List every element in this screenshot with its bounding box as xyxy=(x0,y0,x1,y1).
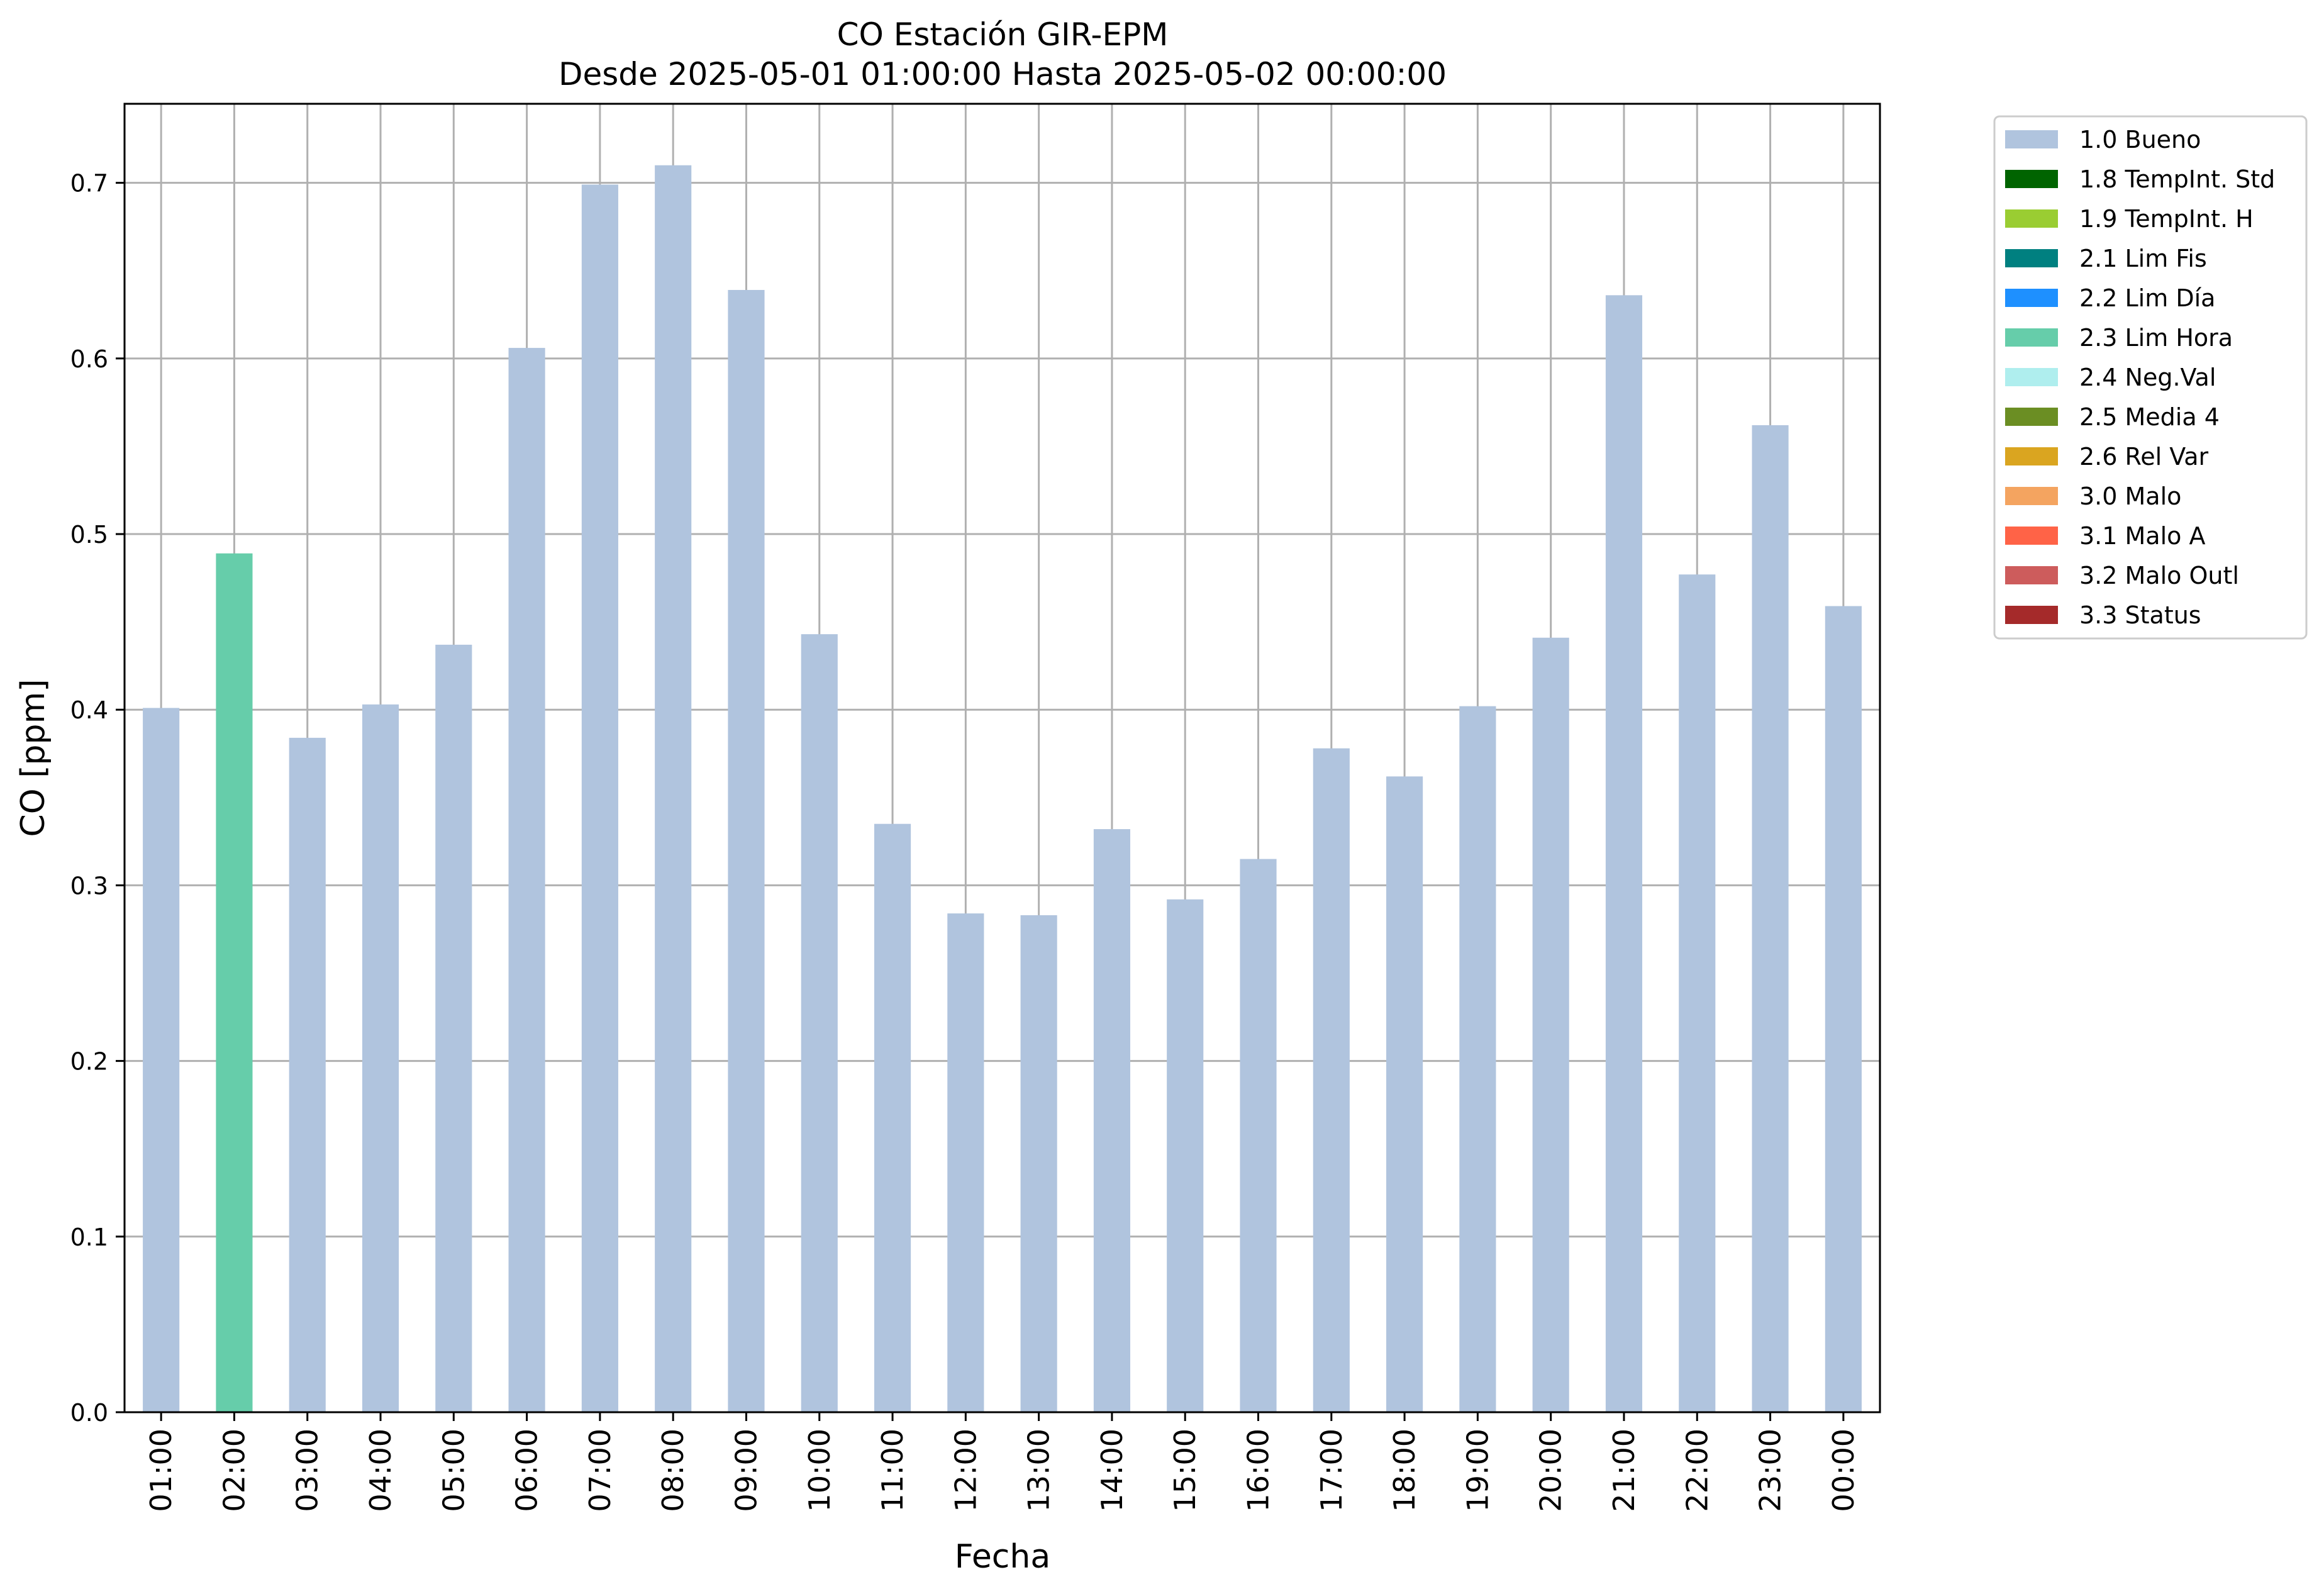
legend-swatch xyxy=(2005,130,2058,148)
x-tick-label: 20:00 xyxy=(1534,1429,1568,1512)
bar xyxy=(1020,915,1057,1412)
bar xyxy=(1752,425,1789,1412)
bar xyxy=(435,644,472,1412)
legend-label: 2.1 Lim Fis xyxy=(2079,245,2207,272)
legend-frame xyxy=(1993,115,2308,640)
legend-swatch xyxy=(2005,289,2058,307)
y-tick-label: 0.2 xyxy=(70,1048,108,1076)
plot-frame xyxy=(123,103,1881,1413)
x-tick-label: 14:00 xyxy=(1095,1429,1129,1512)
legend-label: 3.2 Malo Outl xyxy=(2079,562,2239,589)
y-tick-label: 0.1 xyxy=(70,1223,108,1251)
x-tick-label: 06:00 xyxy=(510,1429,544,1512)
bar xyxy=(289,737,326,1412)
x-tick-label: 22:00 xyxy=(1680,1429,1714,1512)
bar xyxy=(1459,706,1496,1412)
x-tick-label: 04:00 xyxy=(364,1429,398,1512)
x-tick-label: 11:00 xyxy=(876,1429,909,1512)
bar xyxy=(216,553,253,1412)
bar xyxy=(1167,899,1204,1412)
legend-label: 3.1 Malo A xyxy=(2079,522,2205,550)
legend-label: 2.5 Media 4 xyxy=(2079,403,2220,431)
y-tick-label: 0.3 xyxy=(70,872,108,900)
x-tick-label: 15:00 xyxy=(1168,1429,1202,1512)
x-axis: 01:00 02:00 03:00 04:00 05:00 06:00 07:00 08:00… xyxy=(144,1412,1860,1512)
x-tick-label: 07:00 xyxy=(583,1429,617,1512)
bar xyxy=(1825,606,1862,1413)
x-tick-label: 12:00 xyxy=(948,1429,982,1512)
legend-swatch xyxy=(2005,249,2058,267)
legend-label: 3.3 Status xyxy=(2079,601,2201,629)
bar xyxy=(1386,776,1423,1412)
bar xyxy=(581,184,618,1412)
x-tick-label: 08:00 xyxy=(656,1429,690,1512)
chart-title: CO Estación GIR-EPM xyxy=(837,16,1169,53)
chart-subtitle: Desde 2025-05-01 01:00:00 Hasta 2025-05-… xyxy=(559,56,1447,92)
x-tick-label: 09:00 xyxy=(729,1429,763,1512)
bar xyxy=(655,165,692,1412)
x-tick-label: 17:00 xyxy=(1315,1429,1348,1512)
x-tick-label: 13:00 xyxy=(1022,1429,1056,1512)
bar xyxy=(1532,637,1569,1412)
legend-label: 2.6 Rel Var xyxy=(2079,443,2209,471)
legend-label: 2.3 Lim Hora xyxy=(2079,324,2233,352)
x-tick-label: 23:00 xyxy=(1754,1429,1787,1512)
bar xyxy=(728,289,765,1413)
bar xyxy=(362,704,399,1412)
legend-swatch xyxy=(2005,447,2058,465)
bar xyxy=(947,913,984,1412)
legend: 1.0 Bueno 1.8 TempInt. Std 1.9 TempInt. H 2… xyxy=(1993,115,2308,640)
legend-label: 2.2 Lim Día xyxy=(2079,284,2215,312)
legend-swatch xyxy=(2005,170,2058,188)
bar xyxy=(143,708,180,1412)
bar xyxy=(1313,748,1350,1412)
y-tick-label: 0.5 xyxy=(70,521,108,549)
y-axis: 0.0 0.1 0.2 0.3 0.4 0.5 0.6 0.7 xyxy=(70,170,125,1427)
legend-label: 1.9 TempInt. H xyxy=(2079,205,2254,233)
bar xyxy=(1093,829,1131,1412)
bar xyxy=(1240,859,1277,1412)
x-tick-label: 00:00 xyxy=(1826,1429,1860,1512)
legend-label: 3.0 Malo xyxy=(2079,482,2181,510)
x-tick-label: 05:00 xyxy=(436,1429,470,1512)
bar xyxy=(1605,295,1643,1412)
legend-swatch xyxy=(2005,606,2058,624)
legend-label: 1.8 TempInt. Std xyxy=(2079,165,2275,193)
x-tick-label: 03:00 xyxy=(291,1429,325,1512)
legend-swatch xyxy=(2005,527,2058,545)
y-tick-label: 0.6 xyxy=(70,345,108,373)
legend-label: 2.4 Neg.Val xyxy=(2079,364,2216,391)
y-tick-label: 0.0 xyxy=(70,1399,108,1427)
x-tick-label: 02:00 xyxy=(217,1429,251,1512)
x-axis-label: Fecha xyxy=(955,1538,1050,1576)
x-tick-label: 16:00 xyxy=(1242,1429,1276,1512)
legend-label: 1.0 Bueno xyxy=(2079,126,2201,153)
legend-swatch xyxy=(2005,566,2058,584)
bars xyxy=(143,165,1862,1413)
legend-swatch xyxy=(2005,408,2058,426)
x-tick-label: 01:00 xyxy=(144,1429,178,1512)
legend-swatch xyxy=(2005,209,2058,228)
legend-swatch xyxy=(2005,487,2058,505)
legend-swatch xyxy=(2005,328,2058,347)
x-tick-label: 19:00 xyxy=(1460,1429,1494,1512)
y-tick-label: 0.7 xyxy=(70,170,108,198)
x-tick-label: 18:00 xyxy=(1387,1429,1421,1512)
bar xyxy=(1679,574,1716,1412)
y-axis-label: CO [ppm] xyxy=(14,679,52,837)
bar xyxy=(508,348,545,1412)
bar xyxy=(874,823,911,1412)
x-tick-label: 10:00 xyxy=(803,1429,837,1512)
y-tick-label: 0.4 xyxy=(70,696,108,724)
x-tick-label: 21:00 xyxy=(1607,1429,1641,1512)
legend-swatch xyxy=(2005,368,2058,386)
bar xyxy=(801,634,838,1413)
